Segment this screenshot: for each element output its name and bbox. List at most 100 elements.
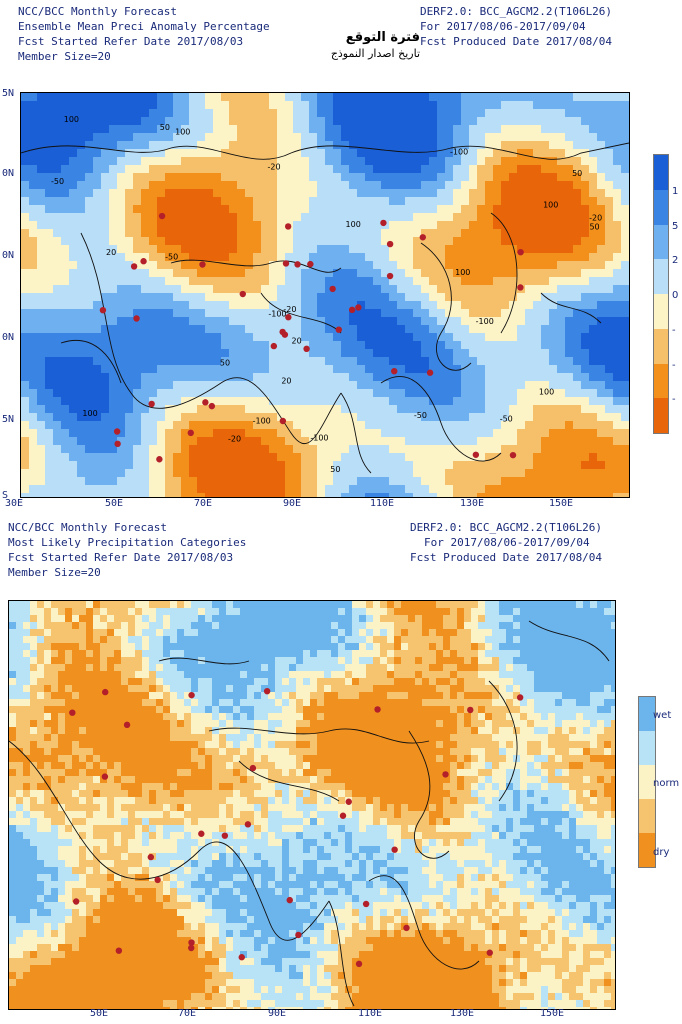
x-tick: 130E bbox=[460, 498, 485, 509]
colorbar-label: - bbox=[672, 360, 676, 371]
colorbar-swatch bbox=[639, 697, 655, 731]
station-dot bbox=[380, 219, 387, 227]
colorbar-swatch bbox=[654, 189, 668, 225]
colorbar-label-norm: norm bbox=[653, 778, 680, 789]
colorbar-swatch bbox=[639, 731, 655, 765]
y-tick: 0N bbox=[2, 168, 15, 179]
bottom-header-left: NCC/BCC Monthly Forecast Most Likely Pre… bbox=[8, 520, 246, 580]
colorbar-label-wet: wet bbox=[653, 710, 672, 721]
x-tick: 70E bbox=[178, 1008, 197, 1019]
contour-label: 50 bbox=[160, 123, 170, 132]
y-tick: 5N bbox=[2, 414, 15, 425]
colorbar-swatch bbox=[654, 155, 668, 190]
station-dot bbox=[147, 853, 155, 861]
top-header-right-line-1: DERF2.0: BCC_AGCM2.2(T106L26) bbox=[420, 5, 613, 18]
station-dot bbox=[355, 960, 363, 968]
colorbar-swatch bbox=[654, 294, 668, 329]
station-dot bbox=[419, 234, 426, 241]
contour-labels: 20-20-100-2020100100-2010050-505050-100-… bbox=[51, 115, 602, 474]
station-dot bbox=[307, 260, 314, 268]
station-dot bbox=[188, 939, 195, 946]
contour-label: 50 bbox=[572, 169, 582, 178]
bottom-header-line-3: Fcst Started Refer Date 2017/08/03 bbox=[8, 551, 234, 564]
contour-label: 20 bbox=[281, 376, 291, 385]
station-dot bbox=[72, 898, 80, 905]
contour-label: 100 bbox=[175, 127, 190, 136]
y-tick: 5N bbox=[2, 88, 15, 99]
station-dot bbox=[69, 709, 76, 716]
colorbar-swatch bbox=[654, 398, 668, 433]
station-dot bbox=[133, 315, 140, 322]
x-tick: 50E bbox=[90, 1008, 109, 1019]
category-map-graphic bbox=[9, 601, 615, 1009]
contour-label: 50 bbox=[220, 359, 230, 368]
contour-label: 100 bbox=[455, 268, 470, 277]
station-dot bbox=[238, 954, 245, 961]
station-dot bbox=[99, 306, 107, 314]
coastline-lines bbox=[9, 620, 610, 1007]
contour-label: -100 bbox=[268, 309, 286, 318]
station-markers bbox=[99, 212, 524, 463]
station-dot bbox=[362, 900, 370, 908]
station-dot bbox=[391, 846, 398, 853]
contour-label: -50 bbox=[414, 411, 427, 420]
station-dot bbox=[509, 451, 517, 459]
anomaly-shading bbox=[21, 93, 629, 497]
colorbar-swatch bbox=[654, 363, 668, 399]
contour-label: -100 bbox=[450, 147, 468, 156]
station-dot bbox=[284, 223, 292, 230]
contour-label: -20 bbox=[268, 163, 281, 172]
station-dot bbox=[239, 290, 246, 298]
station-dot bbox=[221, 832, 229, 839]
x-tick: 110E bbox=[358, 1008, 383, 1019]
bottom-header-line-1: NCC/BCC Monthly Forecast bbox=[8, 521, 167, 534]
station-dot bbox=[249, 764, 257, 772]
colorbar-label: 0 bbox=[672, 290, 679, 301]
anomaly-colorbar bbox=[653, 154, 669, 434]
x-tick: 150E bbox=[540, 1008, 565, 1019]
bottom-header-right-line-3: Fcst Produced Date 2017/08/04 bbox=[410, 551, 603, 564]
colorbar-swatch bbox=[639, 799, 655, 833]
station-dot bbox=[295, 931, 302, 939]
station-dot bbox=[101, 773, 109, 780]
x-tick: 50E bbox=[105, 498, 124, 509]
station-dot bbox=[355, 304, 362, 311]
y-tick: 0N bbox=[2, 332, 15, 343]
contour-label: -50 bbox=[500, 415, 513, 424]
x-tick: 90E bbox=[283, 498, 302, 509]
top-header-right-line-2: For 2017/08/06-2017/09/04 bbox=[420, 20, 586, 33]
anomaly-forecast-panel: NCC/BCC Monthly Forecast Ensemble Mean P… bbox=[2, 5, 679, 509]
bottom-header-right: DERF2.0: BCC_AGCM2.2(T106L26) For 2017/0… bbox=[410, 520, 602, 565]
colorbar-label: - bbox=[672, 325, 676, 336]
x-tick: 30E bbox=[5, 498, 24, 509]
station-dot bbox=[517, 284, 524, 291]
station-dot bbox=[102, 688, 109, 696]
station-dot bbox=[188, 691, 195, 699]
station-dot bbox=[279, 417, 287, 425]
colorbar-label: 1 bbox=[672, 186, 679, 197]
station-dot bbox=[130, 263, 138, 270]
station-dot bbox=[154, 876, 161, 884]
station-markers bbox=[69, 687, 524, 968]
colorbar-swatch bbox=[654, 259, 668, 294]
station-dot bbox=[391, 367, 398, 375]
top-header-line-1: NCC/BCC Monthly Forecast bbox=[18, 5, 177, 18]
station-dot bbox=[294, 261, 301, 268]
station-dot bbox=[208, 402, 216, 410]
category-forecast-panel: NCC/BCC Monthly Forecast Most Likely Pre… bbox=[0, 512, 682, 1024]
station-dot bbox=[386, 272, 394, 280]
colorbar-swatch bbox=[654, 224, 668, 260]
station-dot bbox=[516, 694, 524, 701]
station-dot bbox=[286, 896, 293, 904]
station-dot bbox=[113, 428, 121, 435]
station-dot bbox=[374, 706, 381, 713]
station-dot bbox=[486, 949, 493, 956]
category-cells bbox=[9, 601, 615, 1009]
station-dot bbox=[279, 328, 286, 336]
colorbar-swatch bbox=[639, 833, 655, 867]
station-dot bbox=[348, 306, 356, 314]
station-dot bbox=[467, 706, 474, 714]
station-dot bbox=[303, 345, 310, 353]
top-header-right-line-3: Fcst Produced Date 2017/08/04 bbox=[420, 35, 613, 48]
station-dot bbox=[188, 944, 195, 952]
